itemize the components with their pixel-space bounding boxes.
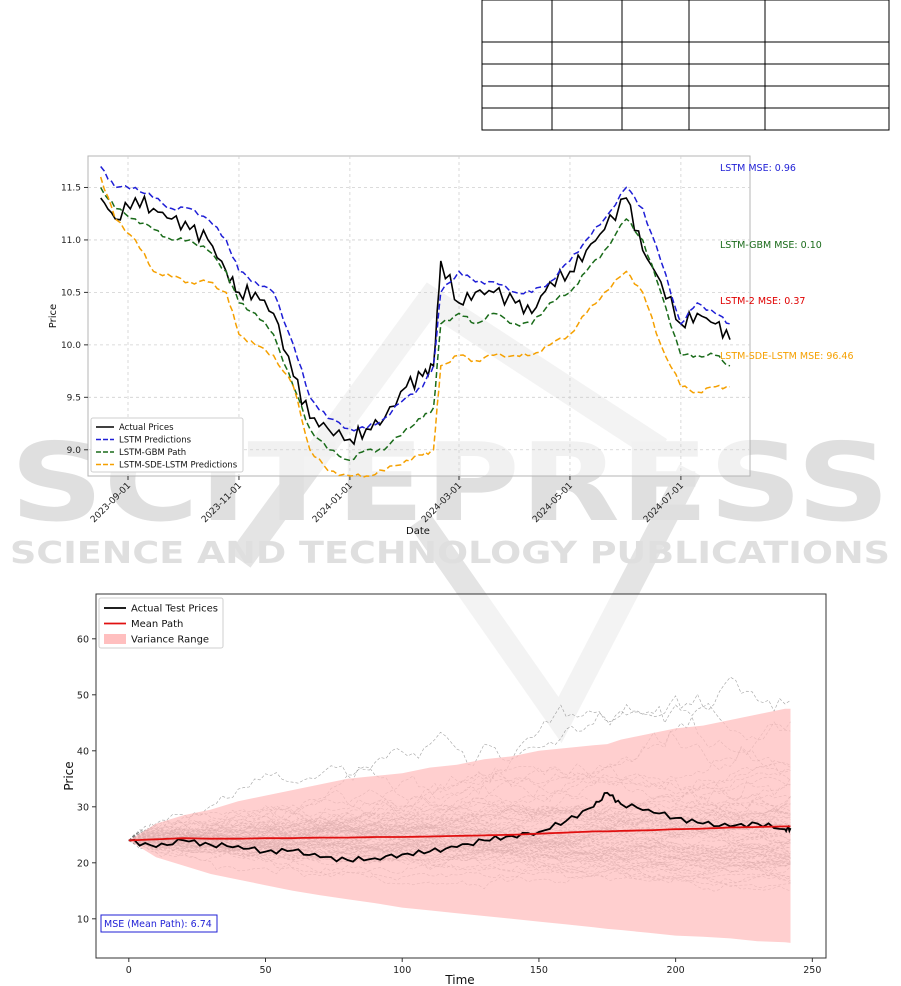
chart2-x-ticks: 0 50 100 150 200 250 (126, 958, 821, 976)
table-cell (621, 41, 690, 65)
chart2-y-tick-label: 10 (77, 914, 89, 925)
table-cell (481, 63, 553, 87)
chart2-variance-area (128, 708, 791, 943)
chart2-legend-label: Actual Test Prices (131, 604, 218, 615)
chart2-x-tick-label: 150 (530, 965, 548, 976)
table-cell (688, 107, 766, 131)
chart1-legend-label: LSTM-GBM Path (119, 448, 186, 458)
chart1-legend-label: LSTM-SDE-LSTM Predictions (119, 461, 238, 471)
chart2-series (128, 791, 792, 863)
chart1-mse-annotation: LSTM-SDE-LSTM MSE: 96.46 (720, 351, 854, 362)
table-cell (764, 107, 890, 131)
chart1-mse-annotation: LSTM-2 MSE: 0.37 (720, 296, 805, 307)
chart2-x-axis-label: Time (444, 973, 474, 986)
chart2-legend-label: Mean Path (131, 619, 183, 630)
results-table (481, 0, 890, 131)
chart2-frame (95, 593, 827, 959)
table-cell (764, 85, 890, 109)
table-cell (621, 85, 690, 109)
chart1-y-tick-label: 10.0 (61, 341, 81, 351)
chart2-variance-band (128, 708, 791, 943)
chart1-series-line (99, 176, 731, 479)
watermark-subtitle: SCIENCE AND TECHNOLOGY PUBLICATIONS (10, 536, 890, 571)
table-cell (764, 63, 890, 87)
chart1-mse-annotation: LSTM MSE: 0.96 (720, 163, 796, 174)
chart1-annotations: LSTM MSE: 0.96 LSTM-GBM MSE: 0.10 LSTM-2 M… (720, 163, 854, 362)
chart2-x-tick-label: 50 (259, 965, 271, 976)
chart2-y-axis-label: Price (62, 761, 76, 790)
chart2-series-line (128, 791, 792, 863)
table-cell (481, 41, 553, 65)
chart2-y-tick-label: 20 (77, 858, 89, 869)
chart2-mse-box: MSE (Mean Path): 6.74 (100, 914, 218, 933)
table-cell (688, 0, 766, 43)
chart2-y-tick-label: 50 (77, 690, 89, 701)
table-cell (551, 41, 623, 65)
chart2-mse-box-frame (100, 914, 218, 933)
chart1-series-line (100, 166, 731, 432)
chart2-x-tick-label: 200 (667, 965, 685, 976)
table-cell (481, 0, 553, 43)
chart1-legend-label: Actual Prices (119, 423, 174, 433)
monte-carlo-chart: 10 20 30 40 50 60 0 50 100 150 200 250 Actual Test… (62, 593, 827, 986)
table-cell (688, 85, 766, 109)
table-cell (481, 107, 553, 131)
price-predictions-chart: 9.09.510.010.511.011.5 2023-09-01 2023-11… (48, 155, 854, 537)
chart1-y-tick-label: 9.0 (67, 446, 82, 456)
table-cell (551, 63, 623, 87)
table-cell (688, 63, 766, 87)
chart2-legend-label: Variance Range (131, 635, 209, 646)
chart1-series (99, 166, 731, 479)
table-cell (481, 85, 553, 109)
chart2-legend-frame (98, 597, 224, 649)
chart1-legend: Actual Prices LSTM Predictions LSTM-GBM Pa… (90, 417, 244, 473)
chart2-y-tick-label: 30 (77, 802, 89, 813)
chart2-series-line (128, 825, 791, 842)
chart2-x-tick-label: 100 (393, 965, 411, 976)
chart1-y-tick-label: 11.0 (61, 236, 81, 246)
chart2-x-tick-label: 250 (803, 965, 821, 976)
table-cell (688, 41, 766, 65)
chart2-legend: Actual Test Prices Mean Path Variance Rang… (98, 597, 224, 649)
table-cell (621, 107, 690, 131)
chart1-y-axis-label: Price (48, 304, 59, 328)
chart2-y-ticks: 10 20 30 40 50 60 (77, 634, 96, 925)
chart1-y-tick-label: 10.5 (61, 288, 81, 298)
chart1-legend-label: LSTM Predictions (119, 436, 192, 446)
chart2-y-tick-label: 40 (77, 746, 89, 757)
chart2-simulated-path (128, 703, 791, 842)
table-cell (551, 0, 623, 43)
table-cell (764, 0, 890, 43)
chart2-mse-annotation: MSE (Mean Path): 6.74 (104, 919, 212, 930)
chart1-x-axis-label: Date (406, 526, 430, 537)
chart2-y-tick-label: 60 (77, 634, 89, 645)
chart1-y-ticks: 9.0 9.5 10.0 10.5 11.0 11.5 (61, 183, 88, 456)
chart1-series-line (100, 193, 731, 446)
chart1-mse-annotation: LSTM-GBM MSE: 0.10 (720, 240, 822, 251)
table-cell (551, 85, 623, 109)
chart1-y-tick-label: 11.5 (61, 183, 81, 193)
chart1-series-line (100, 187, 731, 462)
table-cell (764, 41, 890, 65)
table-cell (621, 0, 690, 43)
table-cell (621, 63, 690, 87)
chart1-y-tick-label: 9.5 (67, 393, 81, 403)
chart1-legend-frame (90, 417, 244, 473)
table-cell (551, 107, 623, 131)
chart2-legend-swatch (104, 634, 126, 644)
chart2-x-tick-label: 0 (126, 965, 132, 976)
